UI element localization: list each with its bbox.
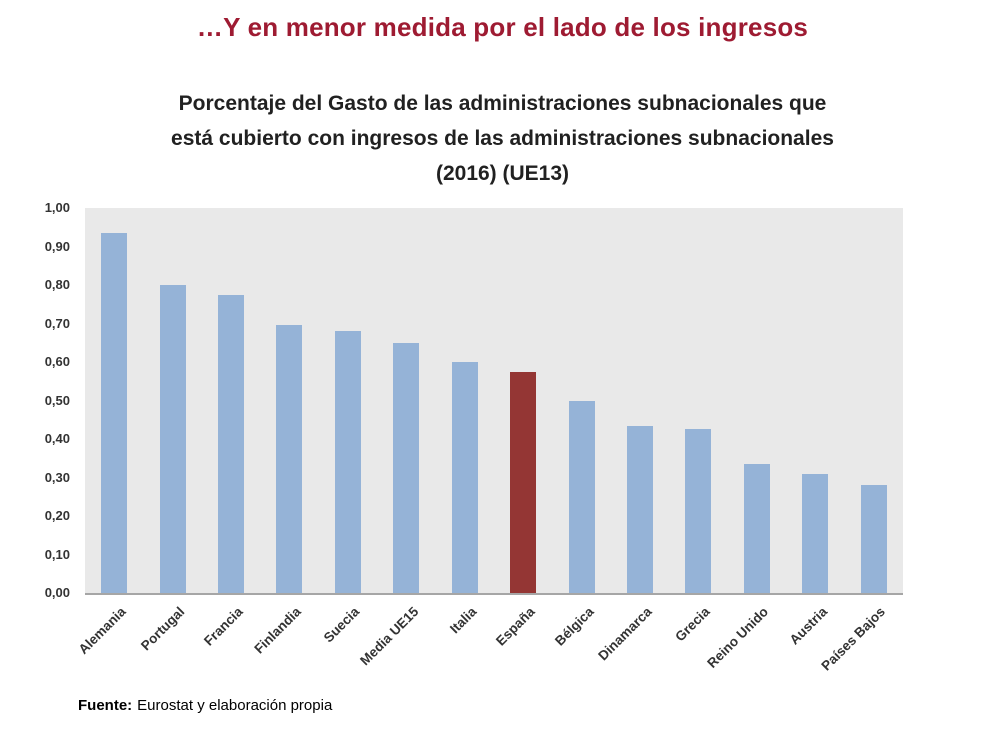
chart-title-line2: está cubierto con ingresos de las admini…	[171, 127, 834, 150]
bar-slot	[436, 208, 494, 593]
plot-area	[85, 208, 903, 595]
bar	[218, 294, 245, 593]
bar	[393, 342, 420, 593]
chart-title-line1: Porcentaje del Gasto de las administraci…	[178, 92, 827, 115]
bar-slot	[786, 208, 844, 593]
y-tick-label: 0,50	[44, 392, 70, 408]
chart-title-line3: (2016) (UE13)	[435, 162, 570, 185]
x-axis-label: Suecia	[321, 604, 363, 646]
bar-slot	[260, 208, 318, 593]
bar-slot	[669, 208, 727, 593]
x-axis-label: Italia	[447, 604, 480, 637]
main-title: …Y en menor medida por el lado de los in…	[196, 12, 809, 42]
source-label: Fuente:	[78, 697, 133, 714]
y-tick-label: 0,30	[44, 469, 70, 485]
bar	[685, 429, 712, 593]
chart-title: Porcentaje del Gasto de las administraci…	[0, 86, 1005, 191]
x-label-slot: Media UE15	[357, 596, 435, 714]
y-tick-label: 0,70	[44, 315, 70, 331]
bar	[568, 400, 595, 593]
x-label-slot: Italia	[436, 596, 494, 714]
bar	[627, 425, 653, 593]
bar-slot	[552, 208, 610, 593]
y-tick-label: 0,10	[44, 546, 70, 562]
bar	[334, 331, 361, 593]
x-axis-label: Bélgica	[551, 604, 597, 649]
bar	[743, 464, 770, 593]
bar-highlight	[510, 371, 537, 593]
bar-slot	[202, 208, 260, 593]
y-axis-labels: 0,00 0,10 0,20 0,30 0,40 0,50 0,60 0,70 0,80 0,90…	[0, 200, 78, 600]
bar	[451, 362, 478, 593]
x-label-slot: Dinamarca	[595, 596, 669, 714]
x-axis-label: Finlandia	[251, 604, 305, 657]
bar	[802, 473, 829, 593]
bar	[276, 325, 303, 593]
y-tick-label: 0,80	[44, 277, 70, 292]
x-label-slot: Países Bajos	[819, 596, 903, 714]
bar-slot	[728, 208, 786, 593]
y-tick-label: 1,00	[44, 200, 70, 215]
source-text: Eurostat y elaboración propia	[137, 697, 333, 714]
y-tick-label: 0,60	[44, 354, 70, 369]
bar-slot	[494, 208, 552, 593]
bar	[101, 233, 128, 593]
x-axis-label: Alemania	[75, 604, 129, 658]
y-tick-label: 0,00	[44, 585, 70, 600]
x-label-slot: Reino Unido	[705, 596, 786, 714]
x-label-slot: España	[493, 596, 552, 714]
bar-slot	[143, 208, 201, 593]
x-axis-label: Grecia	[672, 604, 714, 645]
bar-slot	[377, 208, 435, 593]
y-tick-label: 0,20	[44, 508, 70, 523]
y-tick-label: 0,90	[44, 238, 70, 254]
x-axis-label: Francia	[201, 604, 246, 649]
source-note: Fuente: Eurostat y elaboración propia	[78, 697, 332, 714]
bar-slot	[611, 208, 669, 593]
x-axis-label: España	[493, 604, 538, 649]
x-axis-label: Austria	[786, 604, 830, 648]
x-axis-label: Portugal	[137, 604, 188, 654]
bar	[860, 485, 887, 593]
bar-slot	[85, 208, 143, 593]
bar-slot	[844, 208, 902, 593]
bar-slot	[319, 208, 377, 593]
bar	[159, 285, 186, 593]
y-tick-label: 0,40	[44, 431, 70, 446]
